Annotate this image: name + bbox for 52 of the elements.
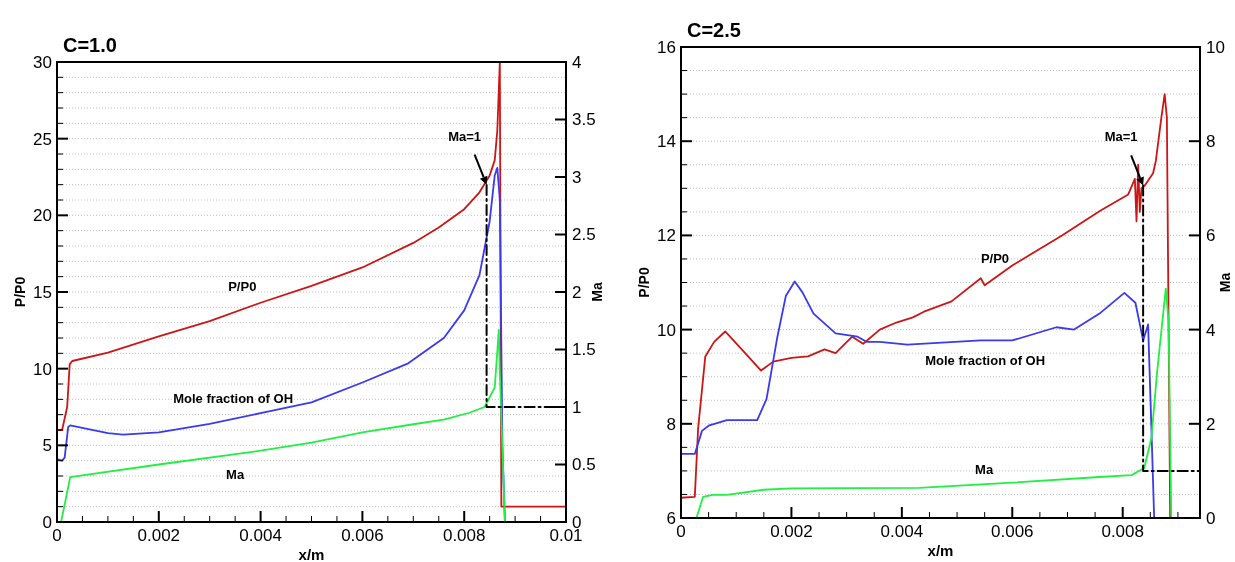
x-axis-title: x/m [298,546,325,562]
y-tick-label: 8 [666,414,676,434]
y-tick-label: 14 [657,132,676,152]
y2-tick-label: 2.5 [572,225,596,245]
x-tick-label: 0.008 [1101,522,1144,541]
y-axis-title: P/P0 [636,267,652,298]
series-label: Mole fraction of OH [173,391,294,407]
y-tick-label: 10 [33,359,52,379]
line-series [680,93,1172,519]
x-tick-label: 0.004 [239,526,282,545]
y-tick-label: 12 [657,226,676,246]
y-tick-label: 15 [33,282,52,302]
y2-tick-label: 10 [1206,37,1225,57]
y-tick-label: 20 [33,206,52,226]
x-tick-label: 0.006 [991,522,1034,541]
y-tick-label: 25 [33,129,52,149]
annotation: Ma=1 [448,128,482,144]
y-axis-title: P/P0 [12,276,28,308]
chart-title: C=1.0 [63,34,117,56]
series-label: Ma [226,466,245,482]
x-tick-label: 0.006 [341,526,384,545]
y-tick-label: 10 [657,320,676,340]
x-tick-label: 0.004 [880,522,924,541]
y2-tick-label: 0.5 [572,455,596,475]
y2-tick-label: 1 [572,397,582,417]
y2-tick-label: 4 [1206,320,1216,340]
x-tick-label: 0.008 [442,526,486,545]
y2-tick-label: 3.5 [572,110,596,130]
y2-tick-label: 3 [572,167,582,187]
y-tick-label: 30 [33,52,52,72]
y2-tick-label: 4 [572,52,582,72]
y2-tick-label: 1.5 [572,340,596,360]
series-label: Mole fraction of OH [925,352,1046,368]
y2-tick-label: 6 [1206,226,1216,246]
line-series [60,329,506,523]
series-label: P/P0 [228,278,257,294]
x-tick-label: 0.002 [137,526,181,545]
x-axis-title: x/m [927,542,954,559]
annotation: Ma=1 [1104,129,1138,145]
y-tick-label: 16 [657,37,676,57]
x-tick-label: 0.002 [770,522,813,541]
y-tick-label: 6 [666,508,676,528]
y2-tick-label: 2 [572,282,582,302]
y2-axis-title: Ma [589,282,605,302]
y-tick-label: 5 [42,436,52,456]
y2-tick-label: 0 [1206,508,1216,528]
y2-tick-label: 2 [1206,414,1216,434]
y2-tick-label: 8 [1206,132,1216,152]
chart-title: C=2.5 [687,19,741,41]
series-label: P/P0 [980,251,1010,267]
y2-axis-title: Ma [1217,272,1233,293]
series-label: Ma [975,461,994,477]
